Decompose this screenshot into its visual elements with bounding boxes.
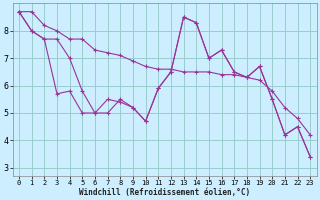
X-axis label: Windchill (Refroidissement éolien,°C): Windchill (Refroidissement éolien,°C) — [79, 188, 250, 197]
